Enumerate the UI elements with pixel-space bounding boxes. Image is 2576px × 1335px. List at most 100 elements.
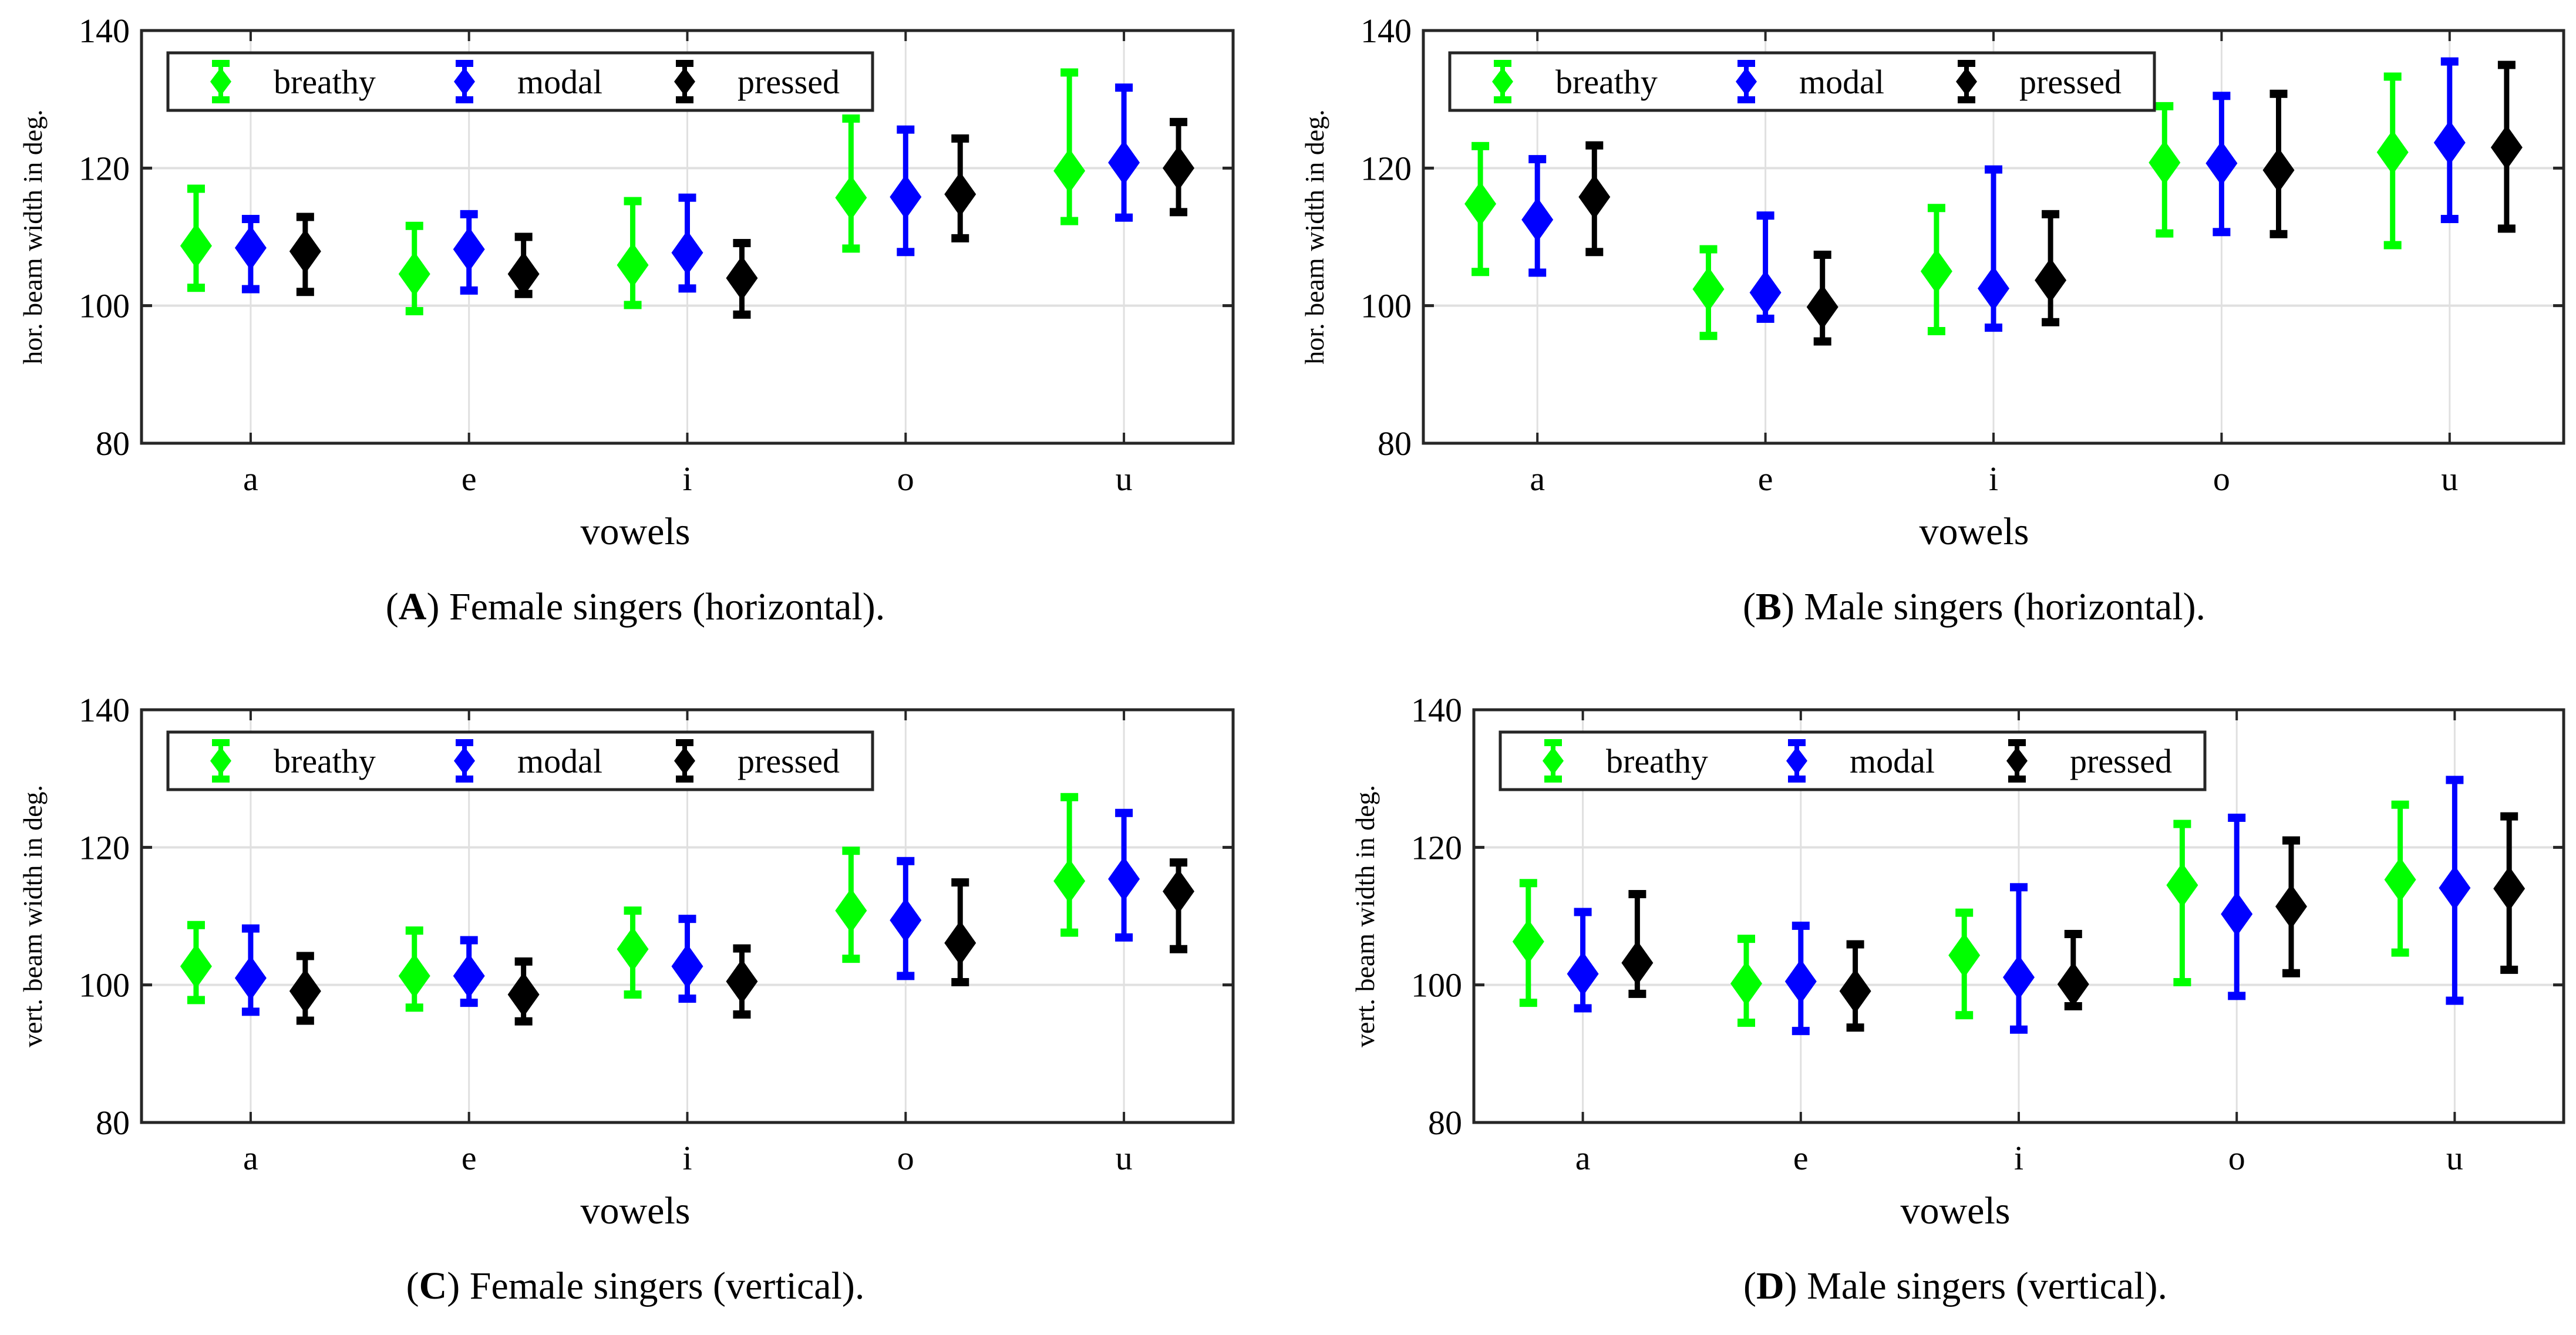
data-marker-diamond bbox=[835, 175, 867, 220]
errorbar-point-pressed bbox=[1839, 940, 1871, 1032]
panel-a: 80 100 120 140 a e i o u breathy modal pressed vowel… bbox=[18, 12, 1235, 628]
errorbar-point-breathy bbox=[835, 847, 867, 963]
errorbar-cap-upper bbox=[2497, 60, 2516, 69]
errorbar-point-breathy bbox=[180, 921, 212, 1004]
errorbar-cap-lower bbox=[460, 286, 478, 295]
errorbar-cap-upper bbox=[296, 952, 314, 960]
errorbar-cap-lower bbox=[678, 284, 696, 293]
data-marker-diamond bbox=[2205, 141, 2238, 186]
errorbar-cap-lower bbox=[2383, 241, 2402, 250]
x-tick-label: a bbox=[1530, 460, 1545, 498]
errorbar-cap-upper bbox=[951, 134, 969, 143]
y-tick-label: 100 bbox=[1361, 287, 1412, 325]
errorbar-cap-upper bbox=[2042, 210, 2060, 218]
legend-marker-diamond bbox=[454, 747, 475, 775]
errorbar-cap-upper bbox=[1060, 68, 1079, 77]
y-tick-label: 100 bbox=[1411, 966, 1462, 1004]
legend-label-pressed: pressed bbox=[738, 63, 840, 101]
errorbar-cap-upper bbox=[1792, 921, 1810, 930]
errorbar-cap-upper bbox=[897, 125, 915, 134]
legend: breathy modal pressed bbox=[1448, 51, 2156, 112]
legend-cap bbox=[1544, 776, 1562, 783]
errorbar-point-pressed bbox=[726, 944, 758, 1019]
errorbar-cap-upper bbox=[2383, 72, 2402, 81]
errorbar-cap-lower bbox=[2269, 230, 2288, 238]
errorbar-cap-lower bbox=[951, 977, 969, 986]
data-marker-diamond bbox=[1839, 969, 1871, 1014]
errorbar-cap-upper bbox=[1115, 808, 1133, 817]
errorbar-cap-lower bbox=[1060, 217, 1079, 225]
errorbar-cap-lower bbox=[1170, 208, 1188, 217]
errorbar-cap-upper bbox=[678, 193, 696, 202]
errorbar-cap-upper bbox=[1955, 908, 1974, 917]
errorbar-point-breathy bbox=[2149, 102, 2181, 238]
errorbar-point-pressed bbox=[726, 239, 758, 319]
data-marker-diamond bbox=[398, 953, 430, 999]
legend-box bbox=[166, 51, 874, 112]
errorbar-cap-lower bbox=[951, 234, 969, 242]
data-marker-diamond bbox=[2275, 884, 2307, 929]
caption-paren: ( bbox=[386, 585, 399, 628]
errorbar-cap-upper bbox=[1756, 211, 1774, 220]
errorbar-cap-upper bbox=[460, 936, 478, 945]
errorbar-point-modal bbox=[234, 215, 267, 294]
errorbar-cap-lower bbox=[1927, 327, 1945, 336]
legend-marker-diamond bbox=[1956, 68, 1977, 96]
errorbar-cap-upper bbox=[2213, 92, 2231, 100]
data-marker-diamond bbox=[180, 223, 212, 268]
errorbar-cap-lower bbox=[405, 307, 423, 316]
errorbar-cap-lower bbox=[897, 248, 915, 257]
errorbar-cap-upper bbox=[2500, 812, 2518, 821]
data-marker-diamond bbox=[1163, 869, 1195, 914]
data-marker-diamond bbox=[835, 888, 867, 933]
errorbar-point-breathy bbox=[1053, 68, 1086, 225]
y-tick-label: 120 bbox=[1361, 149, 1412, 187]
legend-marker-diamond bbox=[2006, 747, 2028, 775]
errorbar-cap-lower bbox=[187, 996, 205, 1004]
errorbar-cap-lower bbox=[2497, 224, 2516, 233]
data-marker-diamond bbox=[2035, 258, 2067, 303]
x-tick-label: e bbox=[462, 460, 477, 498]
legend: breathy modal pressed bbox=[166, 51, 874, 112]
legend-marker-diamond bbox=[1492, 68, 1513, 96]
errorbar-point-modal bbox=[2205, 92, 2238, 237]
data-marker-diamond bbox=[617, 242, 649, 288]
errorbar-point-pressed bbox=[507, 957, 540, 1026]
legend-marker-diamond bbox=[454, 68, 475, 96]
errorbar-point-pressed bbox=[2490, 60, 2523, 233]
y-axis-label: hor. beam width in deg. bbox=[1299, 109, 1329, 364]
errorbar-cap-lower bbox=[1115, 213, 1133, 222]
x-tick-label: u bbox=[1116, 460, 1133, 498]
errorbar-cap-upper bbox=[2440, 57, 2459, 66]
data-marker-diamond bbox=[289, 229, 321, 274]
errorbar-cap-upper bbox=[2156, 102, 2174, 110]
errorbar-cap-lower bbox=[1471, 268, 1490, 277]
caption-panel-letter: C bbox=[419, 1265, 447, 1307]
errorbar-cap-lower bbox=[2213, 228, 2231, 237]
data-marker-diamond bbox=[234, 955, 267, 1000]
x-axis-label: vowels bbox=[581, 510, 691, 553]
y-tick-label: 120 bbox=[1411, 828, 1462, 867]
data-marker-diamond bbox=[1948, 933, 1981, 978]
data-marker-diamond bbox=[453, 227, 485, 272]
errorbar-cap-lower bbox=[1628, 989, 1646, 998]
legend-cap bbox=[456, 96, 473, 103]
legend-cap bbox=[1494, 60, 1511, 67]
legend-marker-diamond bbox=[1736, 68, 1757, 96]
errorbar-cap-lower bbox=[460, 999, 478, 1007]
data-marker-diamond bbox=[2376, 130, 2409, 175]
data-marker-diamond bbox=[1730, 961, 1762, 1006]
data-marker-diamond bbox=[1920, 249, 1952, 294]
errorbar-cap-upper bbox=[1699, 245, 1718, 254]
data-marker-diamond bbox=[1749, 270, 1782, 315]
legend-label-pressed: pressed bbox=[2019, 63, 2122, 101]
caption-paren: ( bbox=[1743, 1265, 1756, 1307]
legend-cap bbox=[1788, 739, 1806, 746]
errorbar-cap-lower bbox=[1585, 248, 1604, 257]
errorbar-point-modal bbox=[453, 210, 485, 295]
data-marker-diamond bbox=[2057, 962, 2089, 1007]
legend-cap bbox=[1788, 776, 1806, 783]
legend-label-breathy: breathy bbox=[274, 63, 376, 101]
errorbar-cap-lower bbox=[678, 994, 696, 1003]
